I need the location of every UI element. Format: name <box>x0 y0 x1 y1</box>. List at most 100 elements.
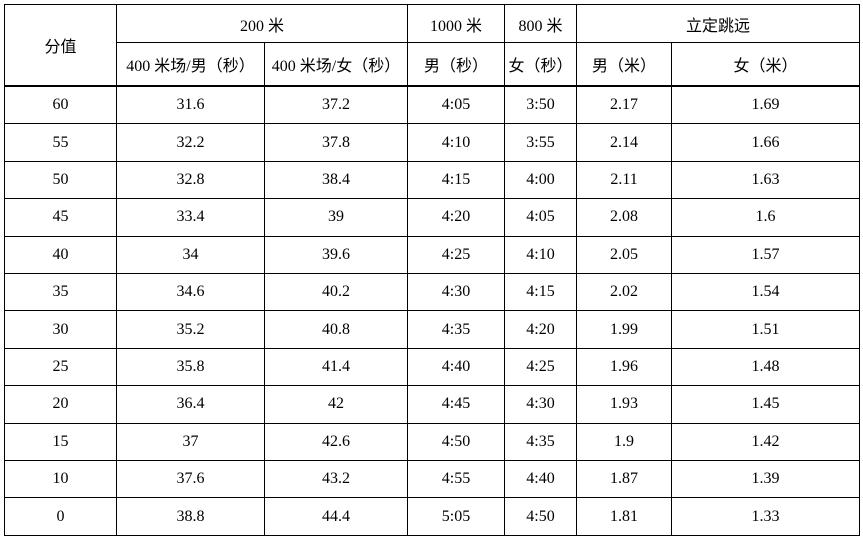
value-cell: 37.2 <box>263 84 409 125</box>
value-cell: 1.45 <box>671 385 861 424</box>
value-cell: 2.11 <box>576 160 673 200</box>
table-body: 60 31.6 37.2 4:05 3:50 2.17 1.69 55 32.2 37.8 4:10… <box>4 84 861 536</box>
value-cell: 4:35 <box>407 310 506 349</box>
score-cell: 30 <box>4 310 117 349</box>
score-cell: 15 <box>4 422 117 462</box>
value-cell: 4:35 <box>504 422 578 462</box>
value-cell: 1.33 <box>671 497 861 536</box>
value-cell: 35.2 <box>116 310 265 349</box>
value-cell: 2.02 <box>576 273 673 312</box>
subheader-jump-male-meters: 男（米） <box>576 42 673 86</box>
value-cell: 4:45 <box>407 385 506 424</box>
value-cell: 1.81 <box>576 497 673 536</box>
value-cell: 40.2 <box>263 273 409 312</box>
header-row-top: 分值 200 米 1000 米 800 米 立定跳远 <box>4 4 861 86</box>
score-cell: 10 <box>4 460 117 499</box>
value-cell: 32.8 <box>116 160 265 200</box>
score-standards-table: 分值 200 米 1000 米 800 米 立定跳远 400 米场/男（秒） 4… <box>4 4 861 536</box>
value-cell: 38.8 <box>116 497 265 536</box>
value-cell: 4:30 <box>504 385 578 424</box>
score-cell: 50 <box>4 160 117 200</box>
value-cell: 4:20 <box>504 310 578 349</box>
value-cell: 41.4 <box>263 347 409 387</box>
value-cell: 36.4 <box>116 385 265 424</box>
value-cell: 4:50 <box>504 497 578 536</box>
table-row: 40 34 39.6 4:25 4:10 2.05 1.57 <box>4 235 861 275</box>
value-cell: 42 <box>263 385 409 424</box>
value-cell: 1.54 <box>671 273 861 312</box>
value-cell: 4:40 <box>504 460 578 499</box>
value-cell: 4:05 <box>504 198 578 237</box>
value-cell: 1.51 <box>671 310 861 349</box>
value-cell: 35.8 <box>116 347 265 387</box>
value-cell: 4:10 <box>504 235 578 275</box>
table-row: 50 32.8 38.4 4:15 4:00 2.11 1.63 <box>4 160 861 200</box>
score-cell: 40 <box>4 235 117 275</box>
value-cell: 39.6 <box>263 235 409 275</box>
value-cell: 1.87 <box>576 460 673 499</box>
table-row: 15 37 42.6 4:50 4:35 1.9 1.42 <box>4 422 861 462</box>
value-cell: 4:50 <box>407 422 506 462</box>
value-cell: 2.14 <box>576 123 673 162</box>
value-cell: 39 <box>263 198 409 237</box>
value-cell: 2.17 <box>576 84 673 125</box>
score-cell: 55 <box>4 123 117 162</box>
subheader-800m-female-seconds: 女（秒） <box>504 42 578 86</box>
score-cell: 60 <box>4 84 117 125</box>
value-cell: 4:25 <box>504 347 578 387</box>
value-cell: 1.99 <box>576 310 673 349</box>
value-cell: 43.2 <box>263 460 409 499</box>
table-row: 20 36.4 42 4:45 4:30 1.93 1.45 <box>4 385 861 424</box>
header-200m: 200 米 <box>115 4 409 43</box>
header-800m: 800 米 <box>504 4 578 43</box>
value-cell: 4:25 <box>407 235 506 275</box>
value-cell: 37.6 <box>116 460 265 499</box>
score-cell: 25 <box>4 347 117 387</box>
value-cell: 1.96 <box>576 347 673 387</box>
value-cell: 1.93 <box>576 385 673 424</box>
score-cell: 35 <box>4 273 117 312</box>
table-row: 35 34.6 40.2 4:30 4:15 2.02 1.54 <box>4 273 861 312</box>
value-cell: 4:05 <box>407 84 506 125</box>
value-cell: 1.69 <box>671 84 861 125</box>
value-cell: 4:40 <box>407 347 506 387</box>
value-cell: 3:55 <box>504 123 578 162</box>
subheader-400m-track-male: 400 米场/男（秒） <box>116 42 265 86</box>
value-cell: 42.6 <box>263 422 409 462</box>
value-cell: 38.4 <box>263 160 409 200</box>
value-cell: 4:20 <box>407 198 506 237</box>
value-cell: 3:50 <box>504 84 578 125</box>
score-cell: 0 <box>4 497 117 536</box>
value-cell: 4:10 <box>407 123 506 162</box>
value-cell: 34 <box>116 235 265 275</box>
value-cell: 5:05 <box>407 497 506 536</box>
value-cell: 37.8 <box>263 123 409 162</box>
value-cell: 34.6 <box>116 273 265 312</box>
subheader-jump-female-meters: 女（米） <box>671 42 861 86</box>
value-cell: 1.48 <box>671 347 861 387</box>
value-cell: 2.05 <box>576 235 673 275</box>
value-cell: 1.66 <box>671 123 861 162</box>
header-long-jump: 立定跳远 <box>576 4 861 43</box>
value-cell: 37 <box>116 422 265 462</box>
value-cell: 1.57 <box>671 235 861 275</box>
value-cell: 31.6 <box>116 84 265 125</box>
subheader-1000m-male-seconds: 男（秒） <box>407 42 506 86</box>
table-row: 55 32.2 37.8 4:10 3:55 2.14 1.66 <box>4 123 861 162</box>
table-row: 45 33.4 39 4:20 4:05 2.08 1.6 <box>4 198 861 237</box>
value-cell: 4:15 <box>407 160 506 200</box>
value-cell: 2.08 <box>576 198 673 237</box>
value-cell: 4:00 <box>504 160 578 200</box>
value-cell: 1.9 <box>576 422 673 462</box>
score-cell: 20 <box>4 385 117 424</box>
header-row-sub: 400 米场/男（秒） 400 米场/女（秒） 男（秒） 女（秒） 男（米） 女… <box>5 42 861 86</box>
table-row: 25 35.8 41.4 4:40 4:25 1.96 1.48 <box>4 347 861 387</box>
header-score: 分值 <box>4 4 117 86</box>
table-row: 0 38.8 44.4 5:05 4:50 1.81 1.33 <box>4 497 861 536</box>
table-header: 分值 200 米 1000 米 800 米 立定跳远 400 米场/男（秒） 4… <box>4 4 861 86</box>
value-cell: 1.63 <box>671 160 861 200</box>
value-cell: 1.6 <box>671 198 861 237</box>
table-row: 30 35.2 40.8 4:35 4:20 1.99 1.51 <box>4 310 861 349</box>
subheader-400m-track-female: 400 米场/女（秒） <box>263 42 409 86</box>
